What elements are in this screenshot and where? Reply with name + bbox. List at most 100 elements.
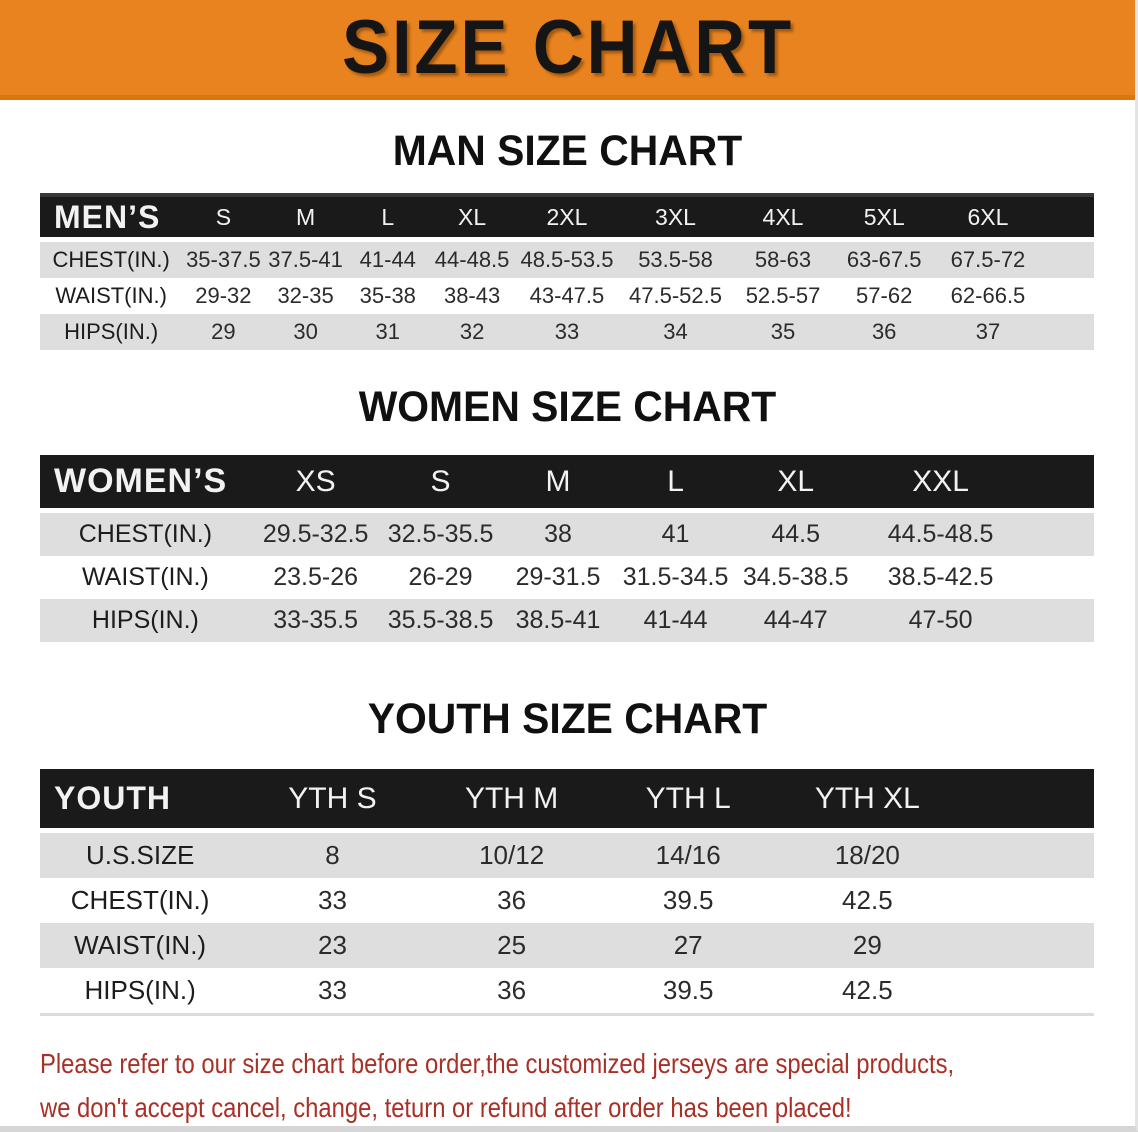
size-value-cell: 27 — [673, 930, 703, 960]
measurement-label: WAIST(IN.) — [55, 283, 167, 308]
measurement-label: U.S.SIZE — [85, 840, 195, 870]
size-column-header: XL — [428, 197, 516, 242]
measurement-row: CHEST(IN.) 35-37.5 37.5-41 41-44 44-48.5 48.5… — [40, 242, 1094, 278]
measurement-row: U.S.SIZE 8 10/12 14/16 18/20 — [40, 833, 1094, 878]
measurement-row: WAIST(IN.) 23 25 27 29 — [40, 923, 1094, 968]
measurement-row: HIPS(IN.) 33-35.5 35.5-38.5 38.5-41 41-44 44-… — [40, 599, 1094, 642]
size-value-cell: 33 — [318, 975, 347, 1005]
size-value-cell: 26-29 — [408, 563, 473, 591]
size-value-cell: 47.5-52.5 — [629, 283, 722, 308]
size-value-cell: 63-67.5 — [846, 247, 922, 272]
size-value-cell: 34 — [663, 319, 688, 344]
filler-cell — [1041, 278, 1094, 314]
men-size-table: MEN’S S M L XL 2XL 3XL 4XL 5XL 6XL CHEST(IN.) 35-3… — [40, 193, 1094, 350]
size-column-header: S — [182, 197, 265, 242]
measurement-row: WAIST(IN.) 23.5-26 26-29 29-31.5 31.5-34.5 34… — [40, 556, 1094, 599]
size-value-cell: 44-48.5 — [434, 247, 510, 272]
size-value-cell: 32 — [459, 319, 485, 344]
size-value-cell: 33 — [554, 319, 580, 344]
size-value-cell: 62-66.5 — [950, 283, 1026, 308]
size-value-cell: 36 — [871, 319, 897, 344]
size-value-cell: 34.5-38.5 — [742, 563, 849, 591]
measurement-label: CHEST(IN.) — [70, 885, 210, 915]
size-value-cell: 52.5-57 — [745, 283, 821, 308]
size-value-cell: 33 — [318, 885, 347, 915]
filler-cell — [957, 833, 1094, 878]
size-column-header: YTH L — [598, 769, 778, 833]
size-value-cell: 30 — [293, 319, 318, 344]
filler-cell — [956, 769, 1094, 833]
size-value-cell: 39.5 — [662, 975, 714, 1005]
measurement-row: CHEST(IN.) 33 36 39.5 42.5 — [40, 878, 1094, 923]
size-column-header: 6XL — [934, 197, 1042, 242]
size-column-header: M — [264, 197, 347, 242]
size-value-cell: 33-35.5 — [273, 606, 359, 634]
size-column-header: 3XL — [618, 197, 733, 242]
size-value-cell: 42.5 — [842, 885, 893, 915]
policy-footnote-line1: Please refer to our size chart before or… — [40, 1048, 955, 1079]
size-value-cell: 41 — [661, 520, 690, 548]
size-value-cell: 38-43 — [443, 283, 501, 308]
size-value-cell: 35-38 — [359, 283, 416, 308]
group-label: YOUTH — [40, 769, 241, 833]
size-value-cell: 32.5-35.5 — [387, 520, 494, 548]
size-value-cell: 57-62 — [856, 283, 913, 308]
measurement-row: HIPS(IN.) 29 30 31 32 33 34 35 36 37 — [40, 314, 1094, 350]
size-value-cell: 31.5-34.5 — [622, 563, 729, 591]
size-column-header: YTH XL — [777, 769, 957, 833]
size-column-header: XL — [735, 455, 856, 513]
size-value-cell: 37 — [975, 319, 1001, 344]
filler-cell — [1041, 242, 1094, 278]
filler-cell — [1025, 556, 1094, 599]
size-value-cell: 38.5-42.5 — [887, 563, 994, 591]
size-value-cell: 29 — [211, 319, 236, 344]
measurement-row: CHEST(IN.) 29.5-32.5 32.5-35.5 38 41 44.5 44.5… — [40, 513, 1094, 556]
section-heading-women: WOMEN SIZE CHART — [358, 383, 777, 431]
filler-cell — [1025, 513, 1094, 556]
size-value-cell: 36 — [497, 975, 527, 1005]
policy-footnote-line2: we don't accept cancel, change, teturn o… — [40, 1092, 852, 1123]
filler-cell — [957, 968, 1094, 1013]
size-value-cell: 14/16 — [655, 840, 721, 870]
size-value-cell: 43-47.5 — [529, 283, 605, 308]
policy-footnote: Please refer to our size chart before or… — [0, 1042, 1135, 1126]
women-size-table: WOMEN’S XS S M L XL XXL CHEST(IN.) 29.5-32.5 32.… — [40, 455, 1094, 642]
section-heading-youth: YOUTH SIZE CHART — [367, 695, 768, 743]
size-value-cell: 44.5 — [771, 520, 821, 548]
size-column-header: 2XL — [515, 197, 619, 242]
size-value-cell: 44.5-48.5 — [887, 520, 994, 548]
youth-size-header-row: YOUTH YTH S YTH M YTH L YTH XL — [40, 769, 1094, 833]
filler-cell — [1025, 455, 1094, 513]
size-column-header: XXL — [855, 455, 1026, 513]
size-value-cell: 29-31.5 — [515, 563, 601, 591]
measurement-label: HIPS(IN.) — [91, 606, 199, 634]
size-column-header: XS — [250, 455, 381, 513]
size-value-cell: 35 — [770, 319, 796, 344]
size-value-cell: 29-32 — [195, 283, 252, 308]
size-value-cell: 25 — [497, 930, 527, 960]
size-column-header: YTH S — [240, 769, 425, 833]
size-value-cell: 29.5-32.5 — [262, 520, 369, 548]
men-table-wrap: MEN’S S M L XL 2XL 3XL 4XL 5XL 6XL CHEST(IN.) 35-3… — [0, 193, 1135, 350]
size-value-cell: 38 — [544, 520, 572, 548]
men-size-header-row: MEN’S S M L XL 2XL 3XL 4XL 5XL 6XL — [40, 197, 1094, 242]
size-value-cell: 8 — [325, 840, 340, 870]
size-column-header: 5XL — [833, 197, 935, 242]
size-value-cell: 31 — [375, 319, 401, 344]
size-value-cell: 44-47 — [763, 606, 828, 634]
size-value-cell: 48.5-53.5 — [520, 247, 614, 272]
size-value-cell: 32-35 — [277, 283, 334, 308]
measurement-label: HIPS(IN.) — [64, 319, 159, 344]
size-value-cell: 23 — [318, 930, 347, 960]
size-value-cell: 41-44 — [643, 606, 708, 634]
size-column-header: S — [380, 455, 501, 513]
size-value-cell: 35.5-38.5 — [387, 606, 494, 634]
measurement-row: WAIST(IN.) 29-32 32-35 35-38 38-43 43-47.5 47.… — [40, 278, 1094, 314]
measurement-label: HIPS(IN.) — [84, 975, 196, 1005]
filler-cell — [1041, 197, 1094, 242]
size-value-cell: 38.5-41 — [515, 606, 601, 634]
size-value-cell: 37.5-41 — [268, 247, 343, 272]
size-column-header: YTH M — [424, 769, 599, 833]
group-label: WOMEN’S — [40, 455, 251, 513]
